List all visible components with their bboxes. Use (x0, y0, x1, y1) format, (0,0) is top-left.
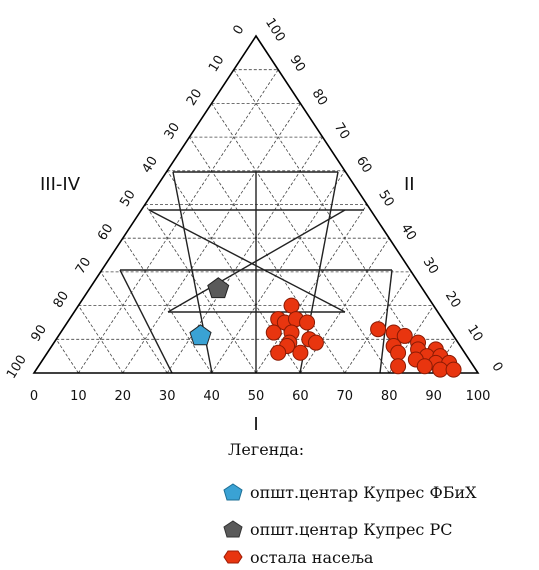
left-tick-label: 20 (184, 87, 205, 109)
left-tick-label: 0 (230, 23, 247, 38)
legend-title: Легенда: (228, 440, 305, 459)
data-point (283, 297, 300, 314)
class-line (379, 269, 393, 374)
right-tick-label: 90 (286, 53, 307, 75)
grid-line (211, 103, 390, 374)
left-tick-label: 10 (206, 53, 227, 75)
grid-line (55, 339, 79, 374)
right-tick-label: 0 (488, 360, 505, 375)
right-tick-label: 40 (397, 221, 418, 243)
legend-label-fbih: општ.центар Купрес ФБиХ (250, 482, 477, 502)
bottom-tick-label: 100 (466, 389, 491, 404)
data-point (307, 334, 324, 351)
bottom-tick-label: 90 (425, 389, 442, 404)
grid-line (100, 271, 168, 374)
bottom-tick-label: 50 (248, 389, 265, 404)
left-tick-label: 60 (95, 221, 116, 243)
circle-icon (223, 550, 243, 564)
left-tick-label: 70 (73, 255, 94, 277)
data-point (445, 361, 462, 378)
bottom-tick-label: 60 (292, 389, 309, 404)
triangle-frame (32, 34, 480, 374)
grid-line (233, 69, 434, 374)
right-tick-label: 60 (353, 154, 374, 176)
right-tick-label: 100 (262, 16, 288, 45)
corner-label-left: III-IV (40, 174, 81, 195)
data-point (189, 324, 212, 346)
grid-line (144, 204, 257, 374)
data-point (370, 321, 387, 338)
left-tick-label: 30 (162, 120, 183, 142)
data-point (416, 358, 433, 375)
data-point (207, 277, 230, 299)
data-point (265, 324, 282, 341)
bottom-tick-label: 70 (337, 389, 354, 404)
bottom-tick-label: 80 (381, 389, 398, 404)
bottom-tick-label: 10 (70, 389, 87, 404)
corner-label-bottom: I (253, 414, 258, 430)
grid-line (166, 170, 301, 374)
right-tick-label: 80 (309, 87, 330, 109)
data-point (299, 314, 316, 331)
ternary-chart: 0 10 20 30 40 50 60 70 80 90 100010203040506070809… (4, 16, 505, 430)
right-tick-label: 20 (442, 289, 463, 311)
right-tick-label: 70 (331, 120, 352, 142)
right-tick-label: 30 (420, 255, 441, 277)
grid-line (78, 69, 279, 374)
left-tick-label: 80 (51, 289, 72, 311)
legend-label-rs: општ.центар Купрес РС (250, 519, 453, 539)
data-point (270, 344, 287, 361)
left-tick-label: 50 (117, 188, 138, 210)
pentagon-icon (223, 520, 243, 538)
corner-label-right: II (404, 174, 415, 195)
bottom-tick-label: 40 (203, 389, 220, 404)
right-tick-label: 50 (375, 188, 396, 210)
legend-label-other: остала насеља (250, 547, 374, 567)
data-point (390, 358, 407, 375)
left-tick-label: 90 (28, 322, 49, 344)
data-point (390, 344, 407, 361)
left-tick-label: 100 (4, 353, 30, 382)
bottom-tick-label: 20 (115, 389, 132, 404)
grid-line (78, 305, 124, 374)
data-point (396, 327, 413, 344)
grid-line (122, 237, 212, 374)
class-line (167, 209, 346, 313)
legend-item-other: остала насеља (222, 545, 373, 569)
bottom-tick-label: 0 (30, 389, 38, 404)
legend-item-rs: општ.центар Купрес РС (222, 517, 452, 541)
class-line (119, 269, 173, 374)
grid-line (255, 204, 368, 374)
pentagon-icon (223, 483, 243, 501)
class-line (148, 209, 346, 313)
left-tick-label: 40 (139, 154, 160, 176)
legend-item-fbih: општ.центар Купрес ФБиХ (222, 480, 477, 504)
data-point (432, 361, 449, 378)
right-tick-label: 10 (464, 322, 485, 344)
bottom-tick-label: 30 (159, 389, 176, 404)
data-point (292, 344, 309, 361)
